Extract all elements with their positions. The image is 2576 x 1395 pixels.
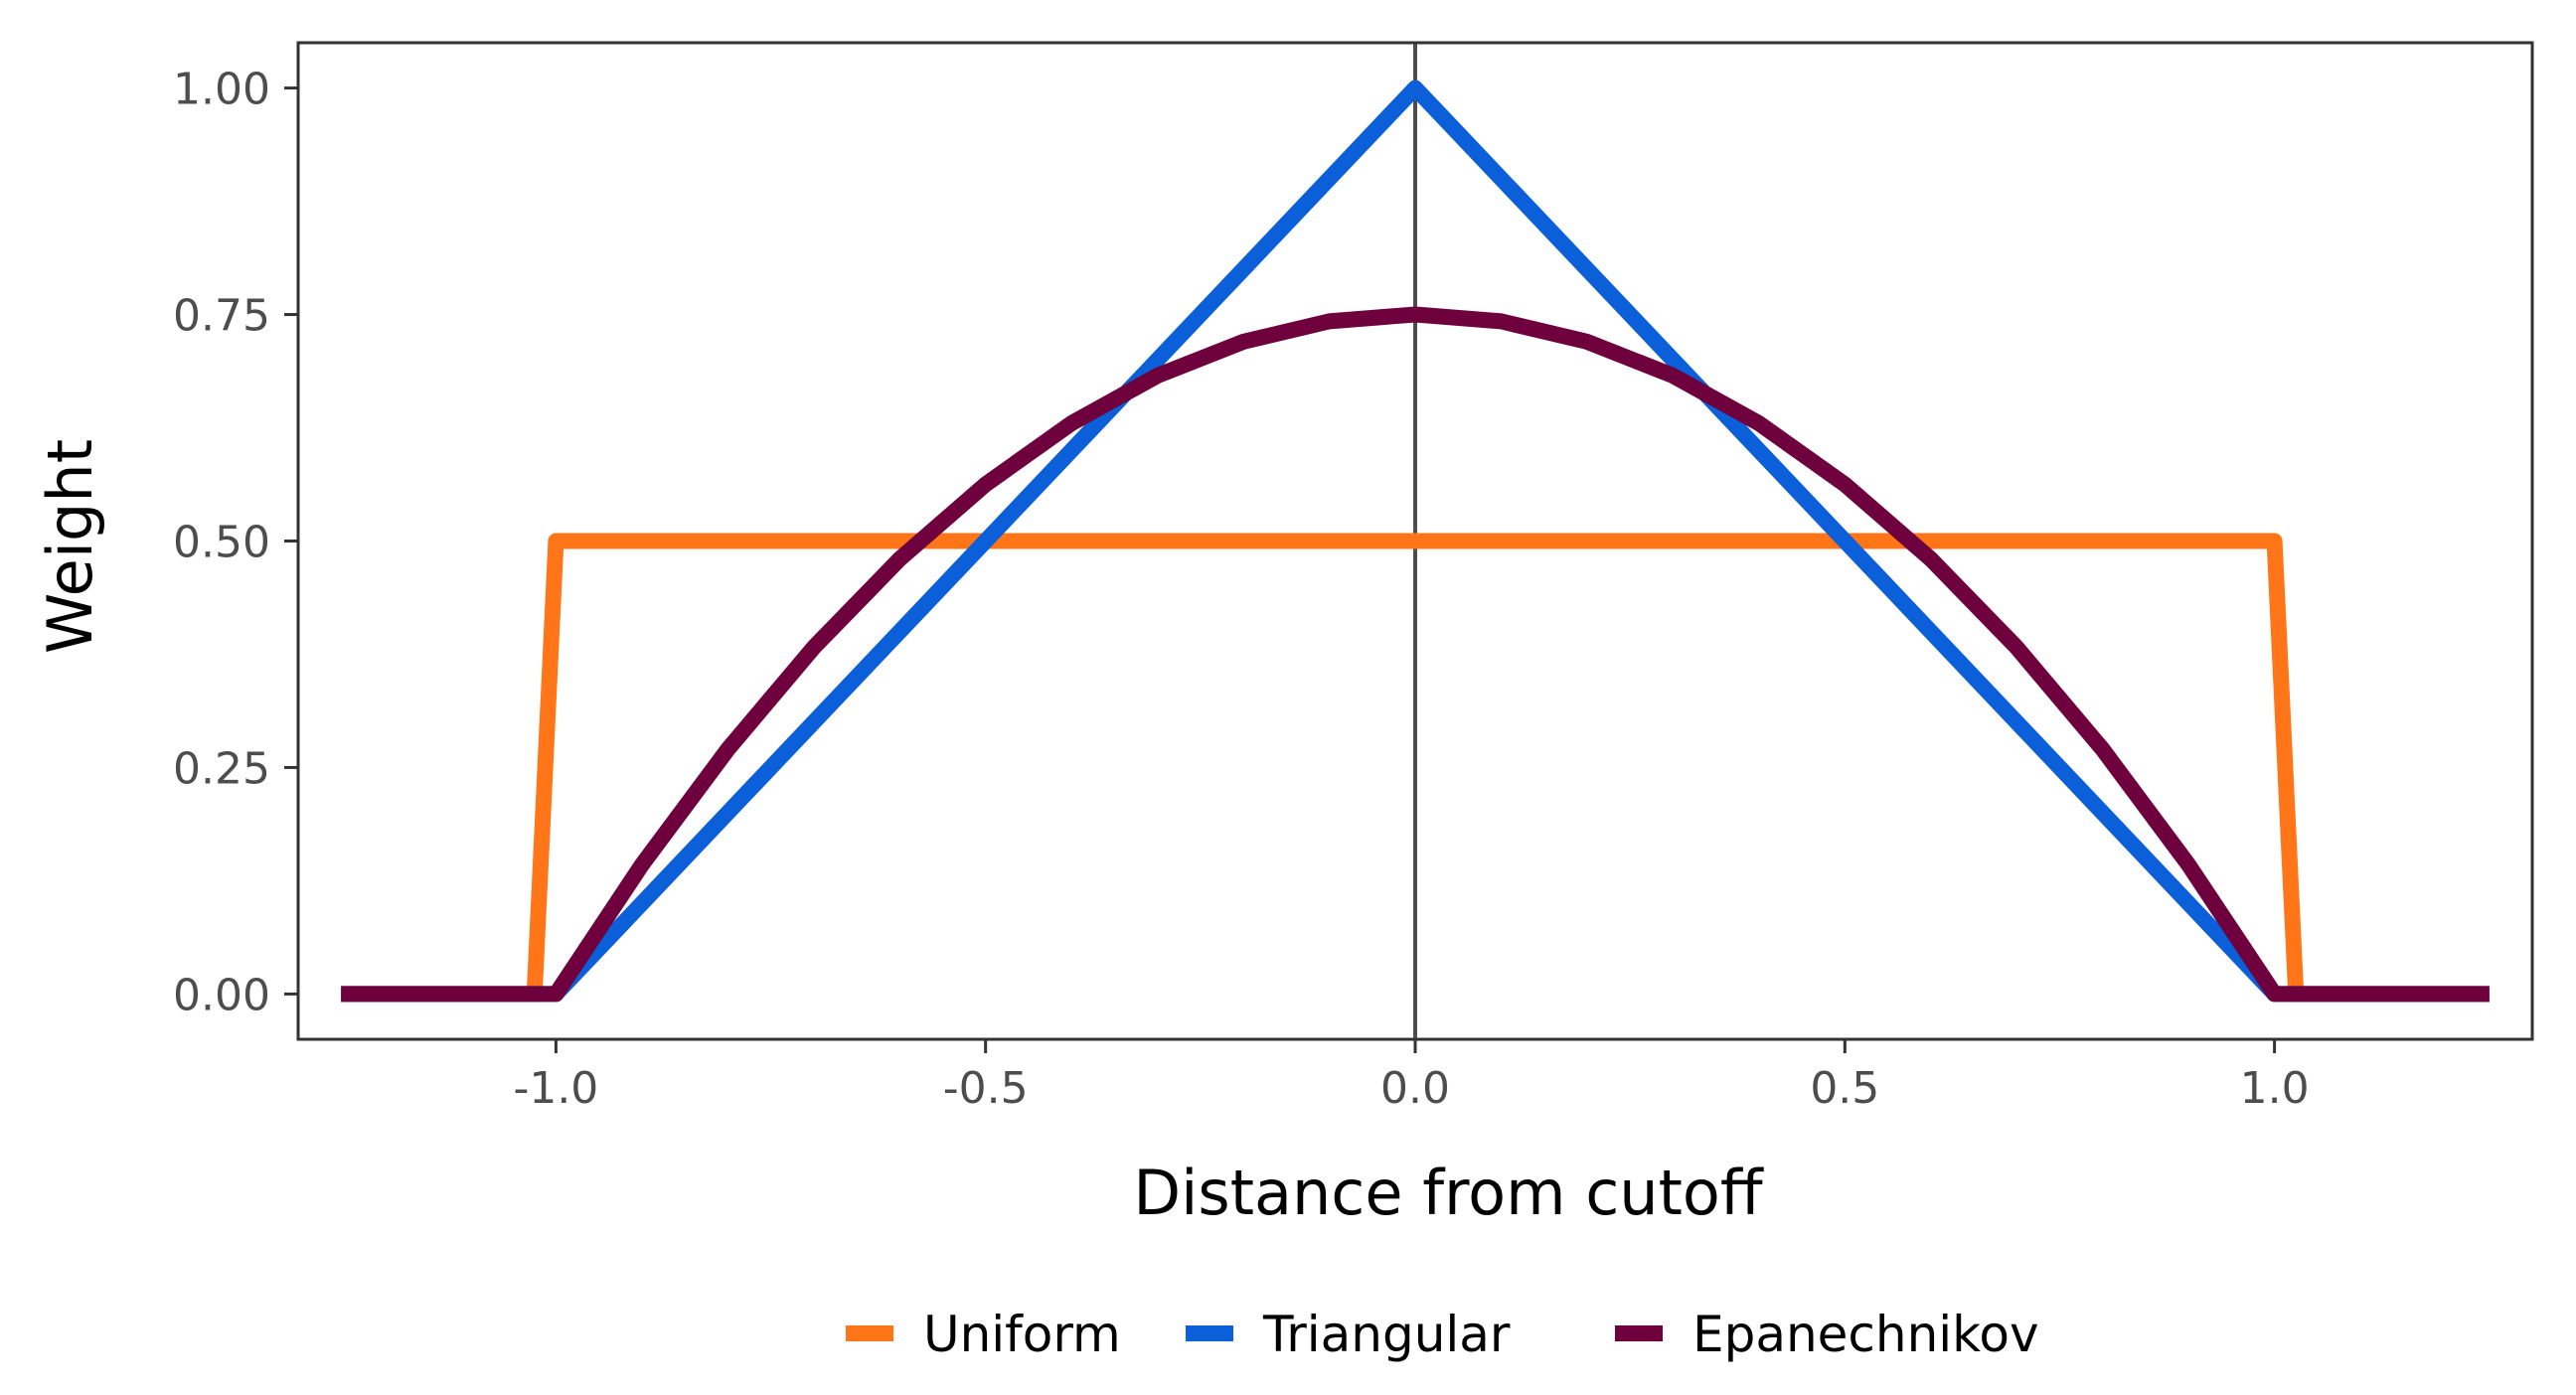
y-axis-title: Weight [34,439,106,654]
x-tick-label: 1.0 [2240,1063,2310,1114]
x-axis-title: Distance from cutoff [1133,1157,1763,1229]
y-tick-label: 0.75 [173,291,270,342]
legend-label-epanechnikov: Epanechnikov [1692,1306,2039,1363]
y-axis: 0.00 0.25 0.50 0.75 1.00 [173,65,298,1020]
y-tick-label: 0.00 [173,970,270,1020]
legend: Uniform Triangular Epanechnikov [846,1306,2039,1363]
x-axis: -1.0 -0.5 0.0 0.5 1.0 [513,1039,2310,1114]
legend-label-uniform: Uniform [923,1306,1121,1363]
x-tick-label: 0.5 [1810,1063,1879,1114]
plot-area [296,41,2534,1041]
x-tick-label: 0.0 [1380,1063,1450,1114]
x-tick-label: -0.5 [943,1063,1029,1114]
y-tick-label: 0.50 [173,518,270,568]
y-tick-label: 0.25 [173,743,270,794]
series-line-epanechnikov [341,306,2490,1003]
y-tick-label: 1.00 [173,65,270,115]
x-tick-label: -1.0 [513,1063,598,1114]
legend-label-triangular: Triangular [1262,1306,1511,1363]
